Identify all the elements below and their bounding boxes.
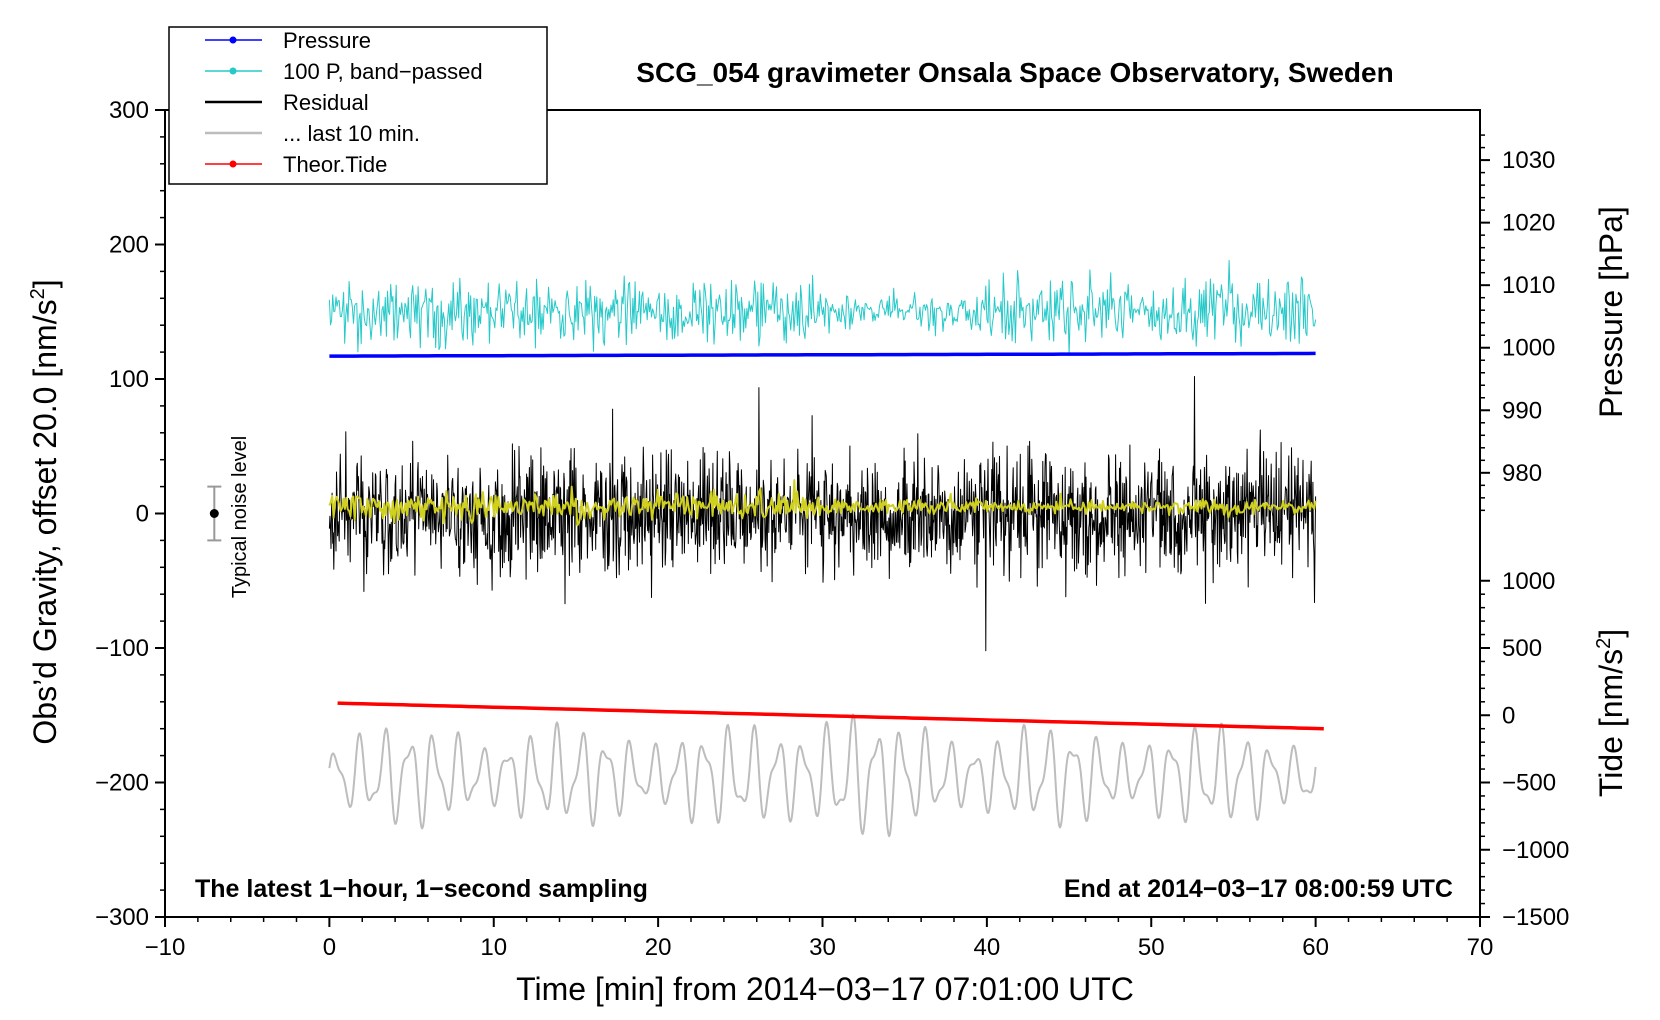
series-line-100-p-band-passed xyxy=(328,259,1317,356)
legend-marker-pressure xyxy=(229,36,237,44)
pressure-tick-label: 1010 xyxy=(1502,272,1555,299)
y-axis-title-sup: 2 xyxy=(27,288,49,299)
series-line-theor-tide xyxy=(337,701,1324,731)
pressure-tick-label: 980 xyxy=(1502,460,1542,487)
series-line-pressure xyxy=(329,351,1316,358)
pressure-tick-label: 1000 xyxy=(1502,335,1555,362)
y-tick-label: −200 xyxy=(95,770,149,797)
legend-entry-pressure: Pressure xyxy=(205,28,371,53)
x-tick-label: 50 xyxy=(1138,934,1165,961)
tide-tick-label: −1000 xyxy=(1502,837,1569,864)
series-line-residual-smoothed xyxy=(328,479,1317,527)
pressure-tick-label: 990 xyxy=(1502,397,1542,424)
tide-tick-label: 500 xyxy=(1502,635,1542,662)
tick-layer: −10 0 10 20 30 40 50 60 70−300−200−1000100200300… xyxy=(95,97,1569,961)
x-tick-label: 70 xyxy=(1467,934,1494,961)
y-tick-label: 0 xyxy=(136,501,149,528)
tide-axis-title-text: Tide [nm/s xyxy=(1593,649,1629,797)
legend-entry-last-10-min: ... last 10 min. xyxy=(205,121,420,146)
y-tick-label: −100 xyxy=(95,635,149,662)
y-tick-label: 200 xyxy=(109,232,149,259)
legend-box xyxy=(168,26,548,185)
tide-axis-title-end: ] xyxy=(1593,629,1629,638)
tide-tick-label: 1000 xyxy=(1502,568,1555,595)
legend-entry-theor-tide: Theor.Tide xyxy=(205,152,387,177)
noise-bar-dot xyxy=(209,509,219,518)
tide-tick-label: 0 xyxy=(1502,702,1515,729)
legend-label-residual: Residual xyxy=(283,90,369,115)
x-tick-label: 20 xyxy=(645,934,672,961)
pressure-tick-label: 1020 xyxy=(1502,210,1555,237)
chart-title: SCG_054 gravimeter Onsala Space Observat… xyxy=(636,57,1393,88)
y-tick-label: 100 xyxy=(109,366,149,393)
y-tick-label: 300 xyxy=(109,97,149,124)
noise-level-label: Typical noise level xyxy=(229,436,251,598)
series-line-last-10-min xyxy=(328,713,1317,838)
tide-tick-label: −500 xyxy=(1502,770,1556,797)
noise-bar xyxy=(207,485,222,542)
annotation-end-time: End at 2014−03−17 08:00:59 UTC xyxy=(1064,875,1453,903)
y-axis-title: Obs’d Gravity, offset 20.0 [nm/s2] xyxy=(27,279,63,744)
x-tick-label: 40 xyxy=(974,934,1001,961)
legend-label-last-10-min: ... last 10 min. xyxy=(283,121,420,146)
legend: Pressure 100 P, band−passed Residual ...… xyxy=(168,26,548,185)
legend-label-pressure: Pressure xyxy=(283,28,371,53)
legend-label-theor-tide: Theor.Tide xyxy=(283,152,387,177)
legend-marker-theor-tide xyxy=(229,160,237,168)
tide-tick-label: −1500 xyxy=(1502,904,1569,931)
x-axis-title: Time [min] from 2014−03−17 07:01:00 UTC xyxy=(516,971,1134,1007)
pressure-tick-label: 1030 xyxy=(1502,147,1555,174)
x-tick-label: 10 xyxy=(480,934,507,961)
y-tick-label: −300 xyxy=(95,904,149,931)
tide-axis-title-sup: 2 xyxy=(1593,638,1615,649)
tide-axis-title: Tide [nm/s2] xyxy=(1593,629,1629,797)
x-tick-label: 0 xyxy=(323,934,336,961)
legend-marker-band-passed xyxy=(229,67,237,75)
legend-entry-band-passed: 100 P, band−passed xyxy=(205,59,483,84)
series-layer xyxy=(328,259,1324,838)
legend-entry-residual: Residual xyxy=(205,90,369,115)
series-line-residual xyxy=(328,376,1317,652)
x-tick-label: −10 xyxy=(145,934,186,961)
x-tick-label: 60 xyxy=(1302,934,1329,961)
y-axis-title-end: ] xyxy=(27,279,63,288)
annotation-sampling: The latest 1−hour, 1−second sampling xyxy=(195,875,648,903)
y-axis-title-text: Obs’d Gravity, offset 20.0 [nm/s xyxy=(27,299,63,744)
x-tick-label: 30 xyxy=(809,934,836,961)
pressure-axis-title: Pressure [hPa] xyxy=(1593,206,1629,418)
legend-label-band-passed: 100 P, band−passed xyxy=(283,59,483,84)
